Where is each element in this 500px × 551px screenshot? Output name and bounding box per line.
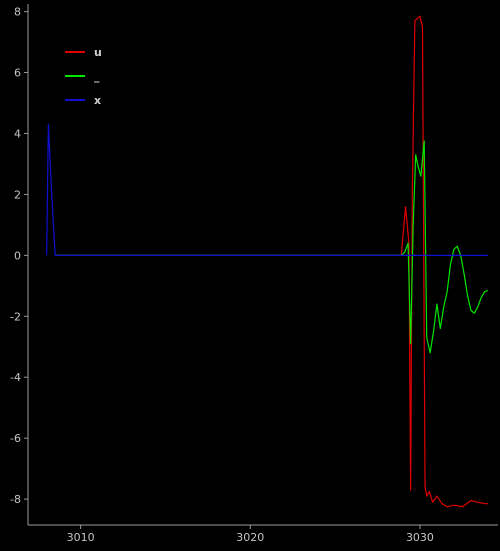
- y-tick-label: -4: [10, 371, 21, 384]
- y-tick-label: -6: [10, 432, 21, 445]
- y-tick-label: 4: [14, 127, 21, 140]
- y-tick-label: 2: [14, 188, 21, 201]
- x-tick-label: 3020: [236, 531, 264, 544]
- axes: -8 -6 -4 -2 0 2 4 6 8 3010 3020 3030: [10, 4, 498, 544]
- series-line-u: [55, 15, 488, 508]
- legend-label: x: [94, 94, 101, 107]
- y-tick-label: -2: [10, 310, 21, 323]
- series-line-x: [46, 123, 488, 256]
- y-tick-label: 8: [14, 6, 21, 19]
- legend-label: _: [94, 70, 100, 83]
- y-tick-label: 6: [14, 67, 21, 80]
- series-line-underscore: [55, 140, 489, 354]
- series-lines: [46, 15, 489, 508]
- legend-label: u: [94, 46, 102, 59]
- y-tick-label: 0: [14, 249, 21, 262]
- x-tick-label: 3010: [67, 531, 95, 544]
- y-tick-label: -8: [10, 493, 21, 506]
- x-tick-label: 3030: [406, 531, 434, 544]
- legend: u _x: [65, 46, 102, 107]
